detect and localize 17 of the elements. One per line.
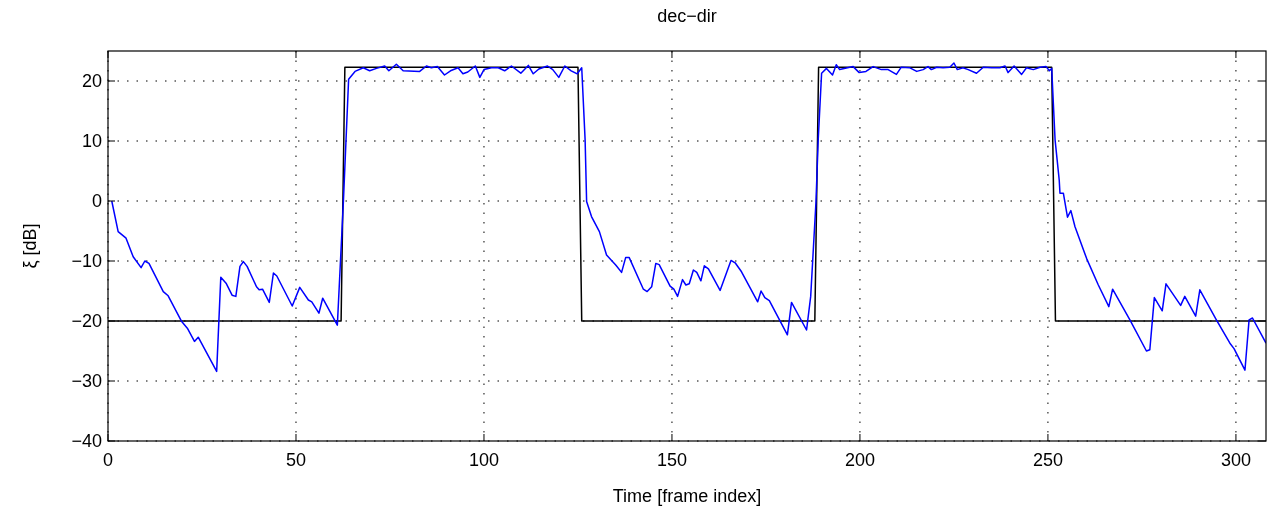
x-tick-label: 200 (844, 450, 875, 470)
x-tick-label: 100 (468, 450, 499, 470)
y-tick-label: 10 (81, 131, 102, 151)
y-tick-label: 20 (81, 71, 102, 91)
x-tick-label: 300 (1220, 450, 1251, 470)
x-tick-label: 250 (1032, 450, 1063, 470)
y-axis-title: ξ [dB] (20, 223, 40, 269)
y-tick-label: −40 (71, 431, 102, 451)
x-tick-label: 50 (285, 450, 306, 470)
y-tick-label: −10 (71, 251, 102, 271)
y-tick-label: −20 (71, 311, 102, 331)
y-tick-label: −30 (71, 371, 102, 391)
x-tick-label: 150 (656, 450, 687, 470)
line-series (111, 62, 1266, 373)
chart-title: dec−dir (657, 6, 717, 26)
x-axis-title: Time [frame index] (612, 486, 762, 506)
y-tick-label: 0 (91, 191, 102, 211)
